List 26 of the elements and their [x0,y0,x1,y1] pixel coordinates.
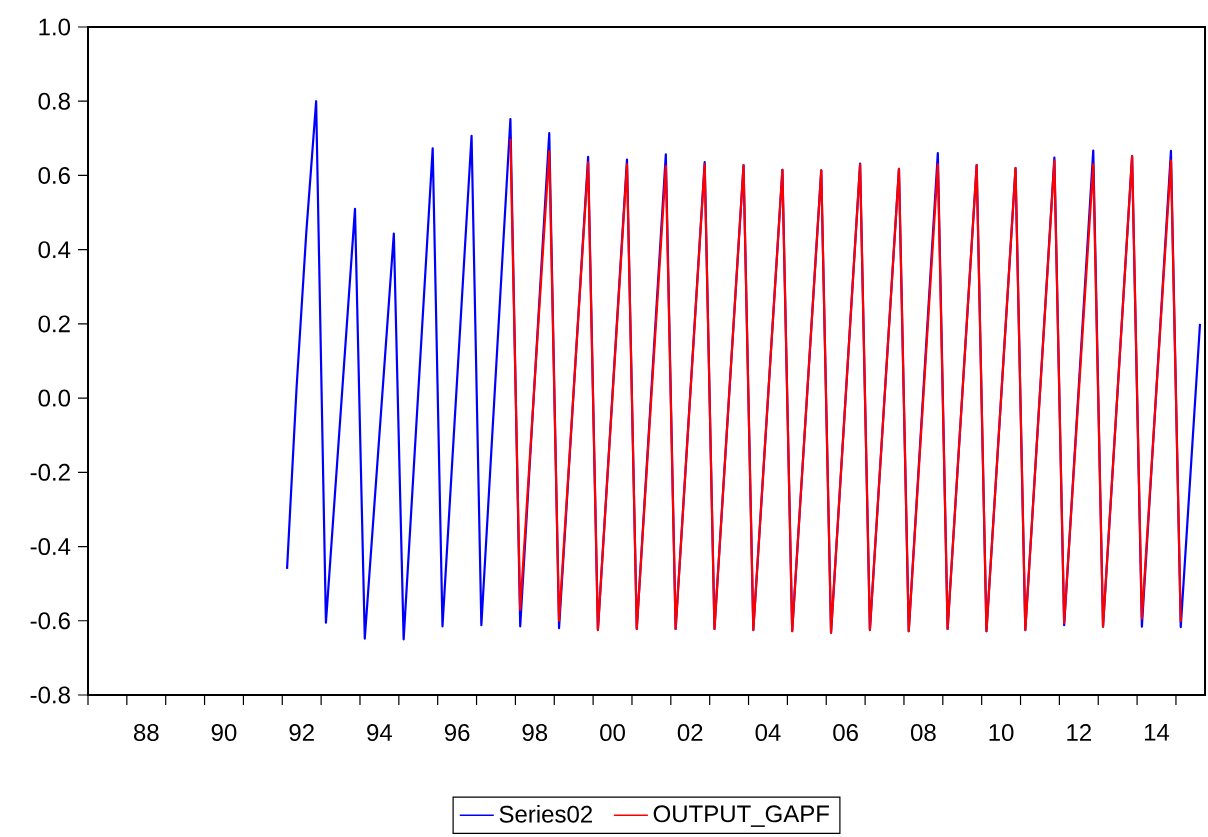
legend-label: OUTPUT_GAPF [653,805,829,827]
y-tick-label: 0.6 [38,166,70,184]
x-tick-label: 06 [833,724,858,742]
x-tick-label: 88 [133,724,159,742]
x-tick-label: 96 [444,724,470,742]
x-tick-label: 98 [522,724,548,742]
x-tick-label: 10 [989,724,1014,742]
y-tick-label: -0.4 [30,538,71,556]
x-tick-label: 00 [600,724,625,742]
y-tick-label: 0.8 [38,92,70,110]
y-tick-label: 1.0 [39,18,71,36]
x-tick-label: 02 [677,724,703,742]
y-tick-label: -0.2 [30,463,70,481]
x-tick-label: 92 [289,724,314,742]
x-tick-label: 04 [755,724,781,742]
y-tick-label: -0.6 [30,612,70,630]
y-tick-label: 0.4 [38,241,71,259]
x-tick-label: 08 [910,724,936,742]
y-tick-label: 0.2 [38,315,70,333]
x-tick-label: 14 [1144,724,1170,741]
legend-label: Series02 [499,805,592,823]
x-tick-label: 94 [367,724,393,742]
y-tick-label: 0.0 [38,389,71,407]
x-tick-label: 12 [1067,724,1091,741]
y-tick-label: -0.8 [30,686,70,704]
x-tick-label: 90 [211,724,237,742]
